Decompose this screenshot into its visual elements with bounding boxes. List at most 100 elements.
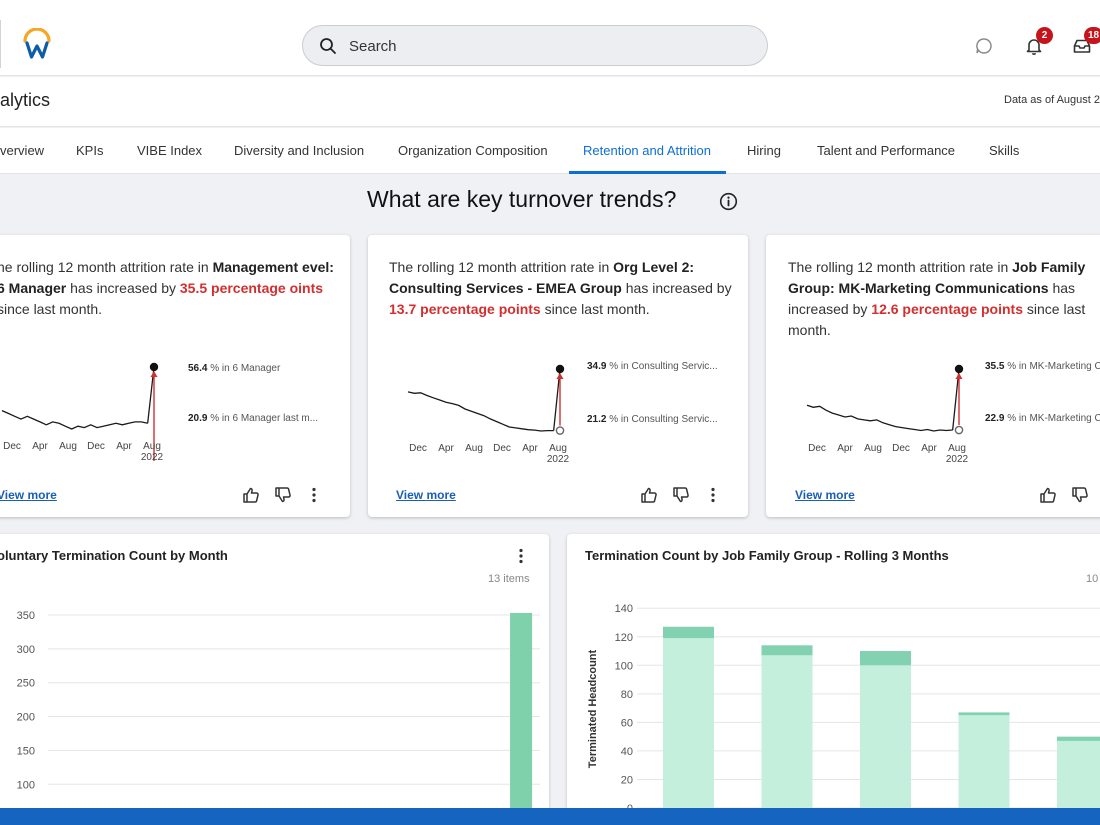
info-icon[interactable] [719,192,738,211]
y-tick-label: 350 [17,610,35,622]
more-options-icon[interactable] [704,486,722,504]
y-tick-label: 300 [17,644,35,656]
view-more-link[interactable]: View more [0,488,57,502]
items-count: 10 [1086,573,1099,585]
workday-logo[interactable] [22,28,52,60]
chat-icon[interactable] [974,36,994,56]
x-tick-label: Dec [87,441,105,452]
tab-organization-composition[interactable]: Organization Composition [398,143,548,158]
x-tick-label: Aug [143,441,161,452]
tab-hiring[interactable]: Hiring [747,143,781,158]
tab-bar: verview KPIs VIBE Index Diversity and In… [0,128,1100,174]
change-highlight: oints [289,280,324,296]
tab-overview[interactable]: verview [0,143,45,158]
trend-line-latest [952,368,960,431]
x-tick-label: Dec [3,441,21,452]
x-tick-label: Apr [522,443,538,454]
insight-segment: since last month. [788,301,1086,338]
tab-kpis[interactable]: KPIs [76,143,104,158]
notifications-badge: 2 [1036,27,1053,44]
current-value-dot [954,364,964,374]
insight-card-org-level: The rolling 12 month attrition rate in O… [368,235,748,517]
search-box[interactable] [302,25,768,66]
x-tick-label: Apr [32,441,48,452]
x-tick-label: Dec [892,443,910,454]
tab-talent-and-performance[interactable]: Talent and Performance [817,143,956,158]
bar-segment[interactable] [958,715,1010,825]
insight-card-job-family-group: The rolling 12 month attrition rate in J… [766,235,1100,517]
bar-segment[interactable] [1057,736,1100,741]
x-tick-label: Aug [948,443,966,454]
y-tick-label: 100 [615,660,633,672]
change-highlight: 13.7 percentage points [389,301,541,317]
group-name: Job Family [1012,259,1086,275]
x-tick-label: Aug [549,443,567,454]
x-tick-year: 2022 [547,454,570,463]
x-tick-label: Aug [864,443,882,454]
previous-value-dot [555,426,565,435]
bar-segment[interactable] [663,638,714,825]
bar-segment[interactable] [663,626,714,639]
y-tick-label: 100 [17,779,35,791]
insight-segment: The rolling 12 month attrition rate in [788,259,1013,275]
insight-segment: since last month. [540,301,650,317]
view-more-link[interactable]: View more [396,488,456,502]
more-options-icon[interactable] [512,547,530,565]
group-name: Group: MK-Marketing Communications [788,280,1049,296]
thumbs-down-icon[interactable] [274,486,292,504]
thumbs-down-icon[interactable] [1071,486,1089,504]
bell-icon[interactable] [1024,36,1044,56]
tab-skills[interactable]: Skills [989,143,1020,158]
insight-segment: has increased by [66,280,180,296]
tab-vibe-index[interactable]: VIBE Index [137,143,203,158]
chart-title: oluntary Termination Count by Month [0,548,228,563]
search-input[interactable] [349,35,729,57]
insight-segment: has increased by [621,280,732,296]
view-more-link[interactable]: View more [795,488,855,502]
group-name: Management [212,259,299,275]
current-value-label: 35.5 % in MK-Marketing C [985,361,1100,372]
thumbs-up-icon[interactable] [640,486,658,504]
insight-segment: since last month. [0,301,103,317]
x-tick-label: Dec [808,443,826,454]
y-tick-label: 40 [621,746,633,758]
page-title: alytics [0,90,51,110]
bottom-bar [0,808,1100,825]
current-value-dot [555,364,565,374]
inbox-badge: 18 [1084,27,1100,44]
tab-retention-and-attrition[interactable]: Retention and Attrition [583,143,711,158]
x-tick-label: Apr [837,443,853,454]
x-tick-label: Aug [465,443,483,454]
thumbs-down-icon[interactable] [672,486,690,504]
trend-line [407,391,554,432]
page-header: alytics Data as of August 20 [0,77,1100,127]
thumbs-up-icon[interactable] [1039,486,1057,504]
insight-text: he rolling 12 month attrition rate in Ma… [0,257,342,320]
bar-segment[interactable] [860,651,911,666]
trend-line-latest [553,368,561,431]
x-tick-label: Aug [59,441,77,452]
bar-segment[interactable] [761,655,813,825]
bar-segment[interactable] [958,712,1010,716]
y-tick-label: 140 [615,603,633,615]
group-name: evel: 6 Manager [0,259,334,296]
y-tick-label: 200 [17,712,35,724]
y-tick-label: 60 [621,717,633,729]
x-tick-year: 2022 [946,454,969,463]
bar-segment[interactable] [761,645,813,656]
trend-line [1,410,148,430]
y-tick-label: 120 [615,632,633,644]
inbox-icon[interactable] [1072,36,1092,56]
more-options-icon[interactable] [305,486,323,504]
bar[interactable] [510,612,533,825]
increase-arrowhead [150,371,158,377]
x-tick-label: Apr [116,441,132,452]
tab-diversity-and-inclusion[interactable]: Diversity and Inclusion [234,143,365,158]
thumbs-up-icon[interactable] [242,486,260,504]
active-tab-indicator [569,171,726,174]
insight-text: The rolling 12 month attrition rate in J… [788,257,1100,341]
bar-segment[interactable] [860,665,911,825]
y-tick-label: 150 [17,745,35,757]
